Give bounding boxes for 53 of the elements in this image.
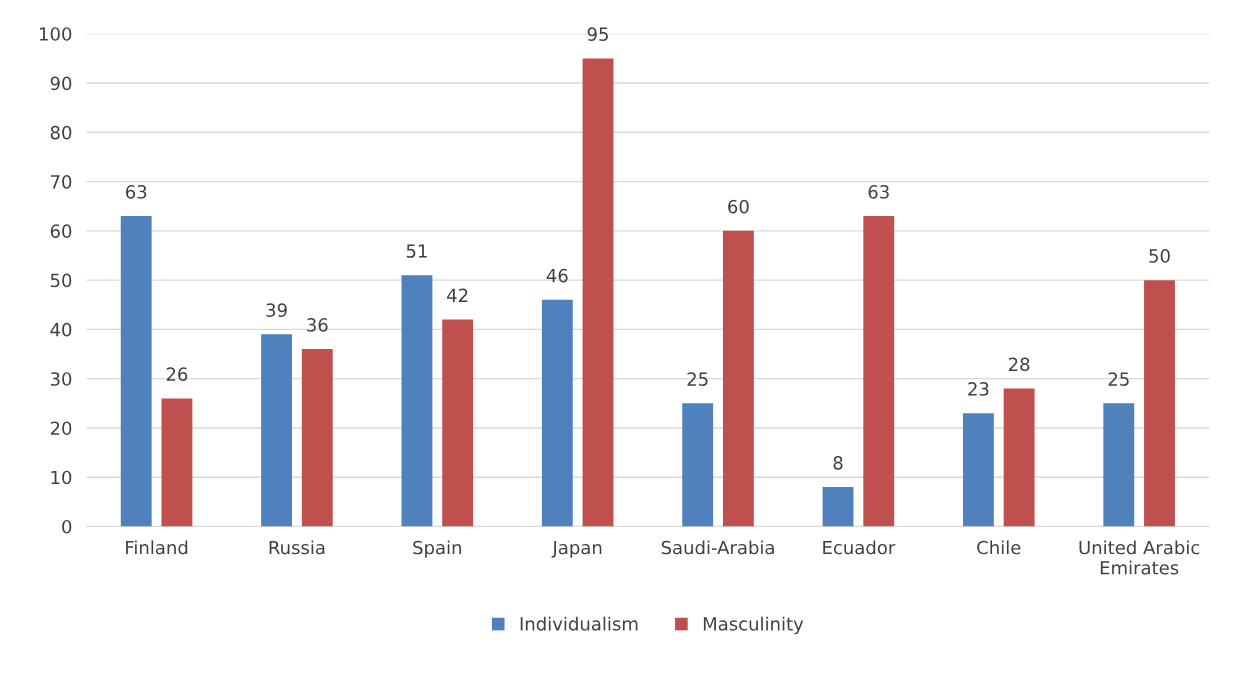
legend-label: Masculinity (703, 616, 804, 635)
data-label: 46 (546, 268, 568, 283)
y-tick-label: 70 (51, 175, 72, 189)
y-tick-label: 60 (50, 224, 72, 238)
x-tick-label: Saudi-Arabia (661, 540, 774, 555)
bar (863, 216, 895, 527)
legend-label: Individualism (520, 616, 638, 631)
data-label: 63 (125, 185, 147, 199)
x-tick-label: Russia (269, 540, 325, 555)
bar (301, 349, 333, 527)
data-label: 26 (166, 367, 188, 381)
data-label: 8 (833, 456, 843, 470)
data-label: 50 (1149, 249, 1170, 263)
bar (582, 58, 614, 527)
y-tick-label: 90 (50, 76, 72, 91)
bar (682, 403, 714, 527)
data-label: 25 (1108, 372, 1129, 386)
bar (401, 275, 433, 527)
y-tick-label: 0 (62, 519, 72, 534)
bar (822, 487, 854, 527)
data-label: 63 (868, 185, 889, 199)
data-label: 36 (307, 318, 328, 332)
y-tick-label: 10 (51, 470, 72, 485)
bar (261, 334, 293, 527)
bar (722, 230, 754, 527)
bar (541, 299, 573, 527)
data-label: 23 (968, 382, 989, 396)
bar (962, 413, 994, 527)
x-tick-label: Finland (126, 540, 188, 555)
bar (161, 398, 193, 527)
data-label: 28 (1008, 357, 1030, 372)
x-tick-label: Chile (977, 540, 1021, 555)
y-tick-label: 40 (50, 322, 72, 337)
x-tick-label: Japan (551, 540, 602, 558)
bar (1103, 403, 1135, 527)
data-label: 25 (687, 372, 708, 386)
data-label: 51 (406, 244, 427, 258)
bar (120, 216, 152, 527)
data-label: 95 (587, 27, 608, 41)
y-tick-label: 50 (50, 273, 72, 288)
x-tick-label: Ecuador (823, 540, 896, 555)
bar (442, 319, 474, 527)
x-tick-label: Spain (413, 540, 461, 558)
y-tick-label: 20 (50, 421, 72, 436)
bar (1003, 388, 1035, 527)
y-tick-label: 30 (50, 372, 72, 386)
x-tick-label: United Arabic Emirates (1079, 540, 1200, 575)
data-label: 60 (728, 199, 749, 214)
data-label: 39 (266, 303, 287, 317)
y-tick-label: 80 (50, 125, 72, 140)
data-label: 42 (447, 288, 468, 302)
y-tick-label: 100 (40, 27, 72, 41)
bar (1144, 280, 1175, 527)
